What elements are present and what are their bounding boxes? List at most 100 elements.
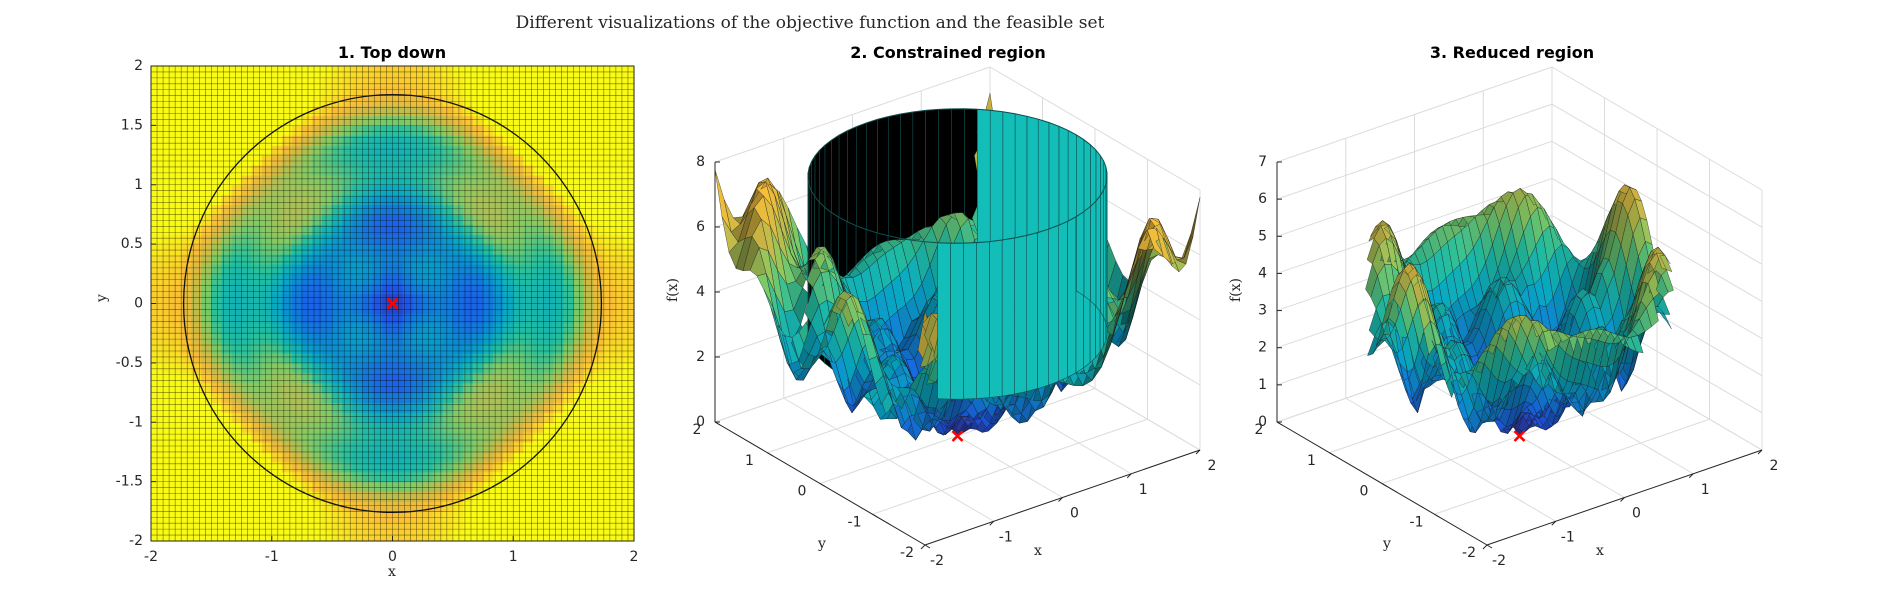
heatmap-cell <box>513 432 524 443</box>
heatmap-cell <box>342 382 353 394</box>
heatmap-cell <box>593 204 605 216</box>
heatmap-cell <box>201 432 212 443</box>
heatmap-cell <box>603 352 615 364</box>
heatmap-cell <box>563 214 575 225</box>
heatmap-cell <box>261 194 273 206</box>
heatmap-cell <box>322 145 333 156</box>
z-tick-label: 1 <box>1258 377 1267 393</box>
heatmap-cell <box>473 471 484 483</box>
heatmap-cell <box>181 323 192 334</box>
heatmap-cell <box>473 402 484 413</box>
heatmap-cell <box>362 501 373 512</box>
heatmap-cell <box>523 333 534 344</box>
heatmap-cell <box>322 323 333 334</box>
heatmap-cell <box>151 145 162 156</box>
x-tick-mark <box>989 520 995 526</box>
heatmap-cell <box>372 174 384 186</box>
heatmap-cell <box>573 75 585 87</box>
heatmap-cell <box>171 155 182 166</box>
heatmap-cell <box>151 511 162 522</box>
heatmap-cell <box>382 135 394 146</box>
heatmap-cell <box>171 273 182 285</box>
heatmap-cell <box>342 293 353 305</box>
heatmap-cell <box>563 382 575 394</box>
heatmap-cell <box>382 501 394 512</box>
heatmap-cell <box>291 422 303 433</box>
heatmap-cell <box>271 352 283 364</box>
heatmap-cell <box>402 95 414 107</box>
heatmap-cell <box>603 244 615 255</box>
heatmap-cell <box>513 382 524 394</box>
heatmap-cell <box>322 244 333 255</box>
heatmap-cell <box>251 303 263 314</box>
heatmap-cell <box>452 115 464 126</box>
heatmap-cell <box>603 254 615 265</box>
heatmap-cell <box>332 323 343 334</box>
heatmap-cell <box>211 194 223 206</box>
heatmap-cell <box>543 491 555 503</box>
heatmap-cell <box>422 451 434 463</box>
heatmap-cell <box>533 214 545 225</box>
heatmap-cell <box>462 471 474 483</box>
heatmap-cell <box>563 511 575 522</box>
heatmap-cell <box>291 174 303 186</box>
panel3-surface <box>1365 184 1674 442</box>
heatmap-cell <box>201 343 212 354</box>
heatmap-cell <box>261 362 273 374</box>
heatmap-cell <box>291 323 303 334</box>
heatmap-cell <box>221 234 233 245</box>
heatmap-cell <box>603 273 615 285</box>
heatmap-cell <box>513 511 524 522</box>
heatmap-cell <box>613 174 625 186</box>
heatmap-cell <box>533 352 545 364</box>
heatmap-cell <box>392 125 404 136</box>
heatmap-cell <box>211 125 223 136</box>
heatmap-cell <box>301 214 313 225</box>
heatmap-cell <box>452 461 464 473</box>
heatmap-cell <box>211 145 223 156</box>
heatmap-cell <box>392 501 404 512</box>
heatmap-cell <box>211 412 223 423</box>
heatmap-cell <box>412 392 424 404</box>
heatmap-cell <box>593 164 605 176</box>
heatmap-cell <box>301 333 313 344</box>
heatmap-cell <box>523 145 534 156</box>
heatmap-cell <box>573 85 585 97</box>
heatmap-cell <box>613 95 625 107</box>
heatmap-cell <box>281 125 293 136</box>
heatmap-cell <box>452 481 464 493</box>
heatmap-cell <box>553 511 565 522</box>
heatmap-cell <box>593 273 605 285</box>
heatmap-cell <box>462 174 474 186</box>
minimum-marker <box>386 297 399 310</box>
heatmap-cell <box>352 263 363 275</box>
heatmap-cell <box>291 263 303 275</box>
heatmap-cell <box>523 75 534 87</box>
heatmap-cell <box>231 511 243 522</box>
heatmap-cell <box>342 412 353 423</box>
heatmap-cell <box>261 333 273 344</box>
heatmap-cell <box>291 372 303 384</box>
heatmap-cell <box>342 135 353 146</box>
heatmap-cell <box>623 75 635 87</box>
heatmap-cell <box>473 164 484 176</box>
heatmap-cell <box>533 362 545 374</box>
heatmap-cell <box>503 214 514 225</box>
heatmap-cell <box>261 501 273 512</box>
heatmap-cell <box>151 263 162 275</box>
heatmap-cell <box>281 372 293 384</box>
heatmap-cell <box>322 432 333 443</box>
heatmap-cell <box>372 501 384 512</box>
heatmap-cell <box>171 66 182 77</box>
heatmap-cell <box>271 155 283 166</box>
heatmap-cell <box>191 402 202 413</box>
heatmap-cell <box>301 362 313 374</box>
heatmap-cell <box>473 461 484 473</box>
heatmap-cell <box>483 283 494 295</box>
heatmap-cell <box>613 343 625 354</box>
heatmap-cell <box>462 461 474 473</box>
heatmap-cell <box>382 95 394 107</box>
heatmap-cell <box>543 402 555 413</box>
heatmap-cell <box>503 402 514 413</box>
heatmap-cell <box>593 422 605 433</box>
